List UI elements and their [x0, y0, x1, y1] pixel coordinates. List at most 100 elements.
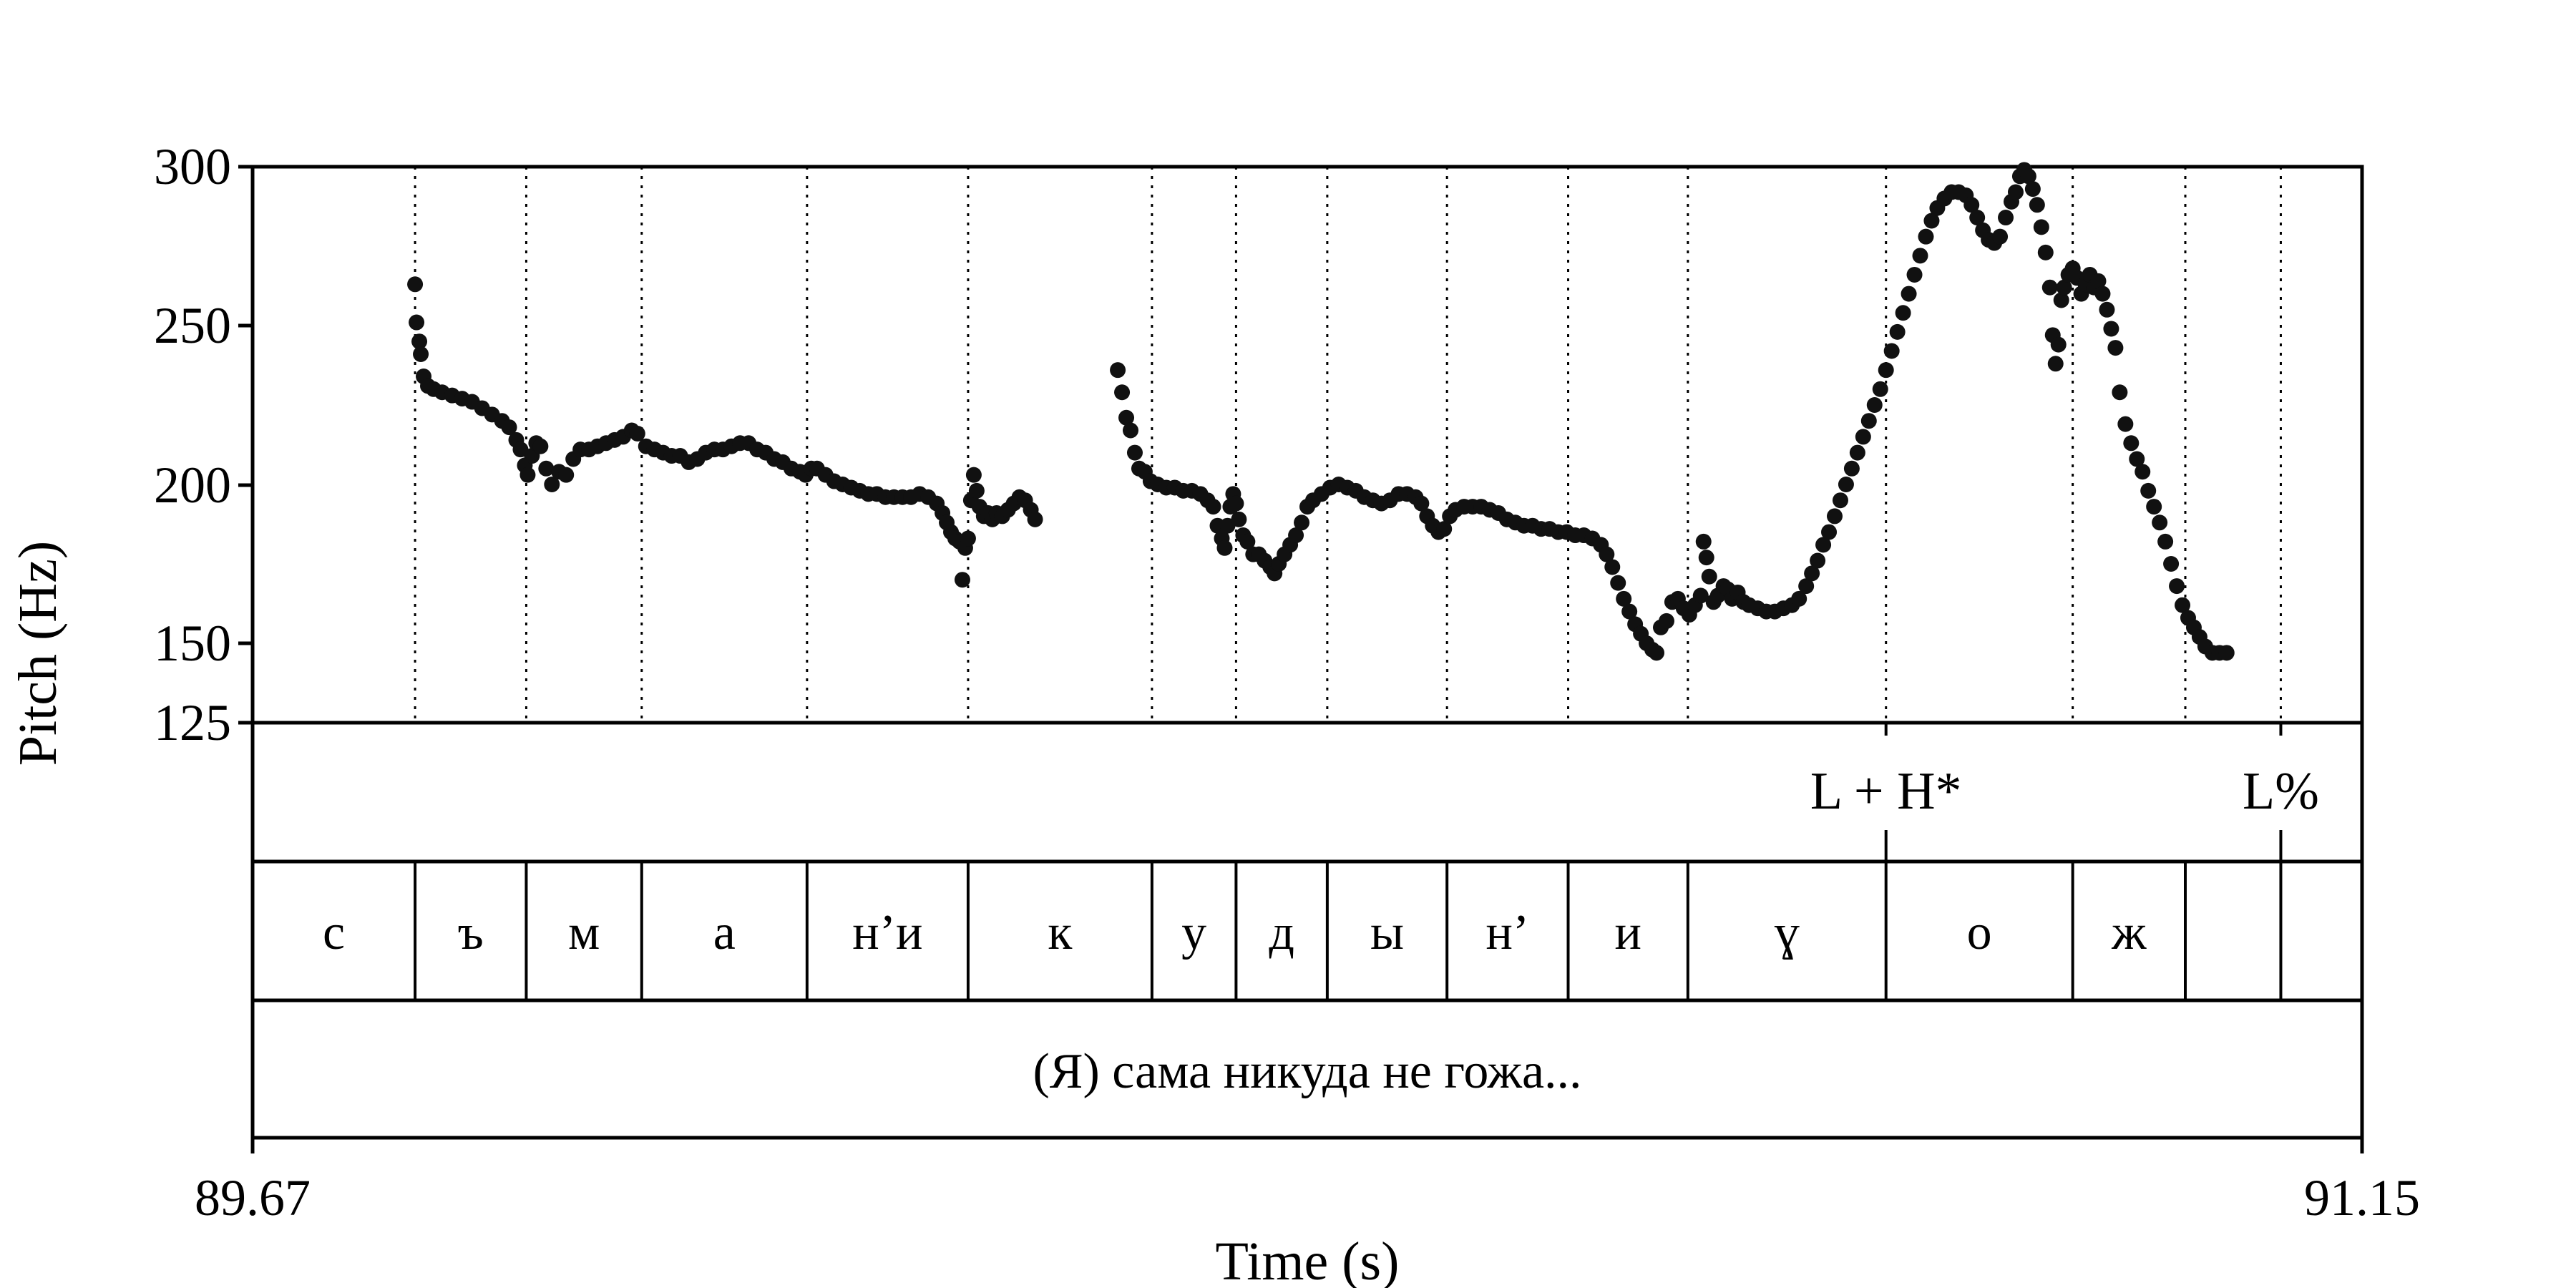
pitch-point — [1804, 565, 1820, 582]
pitch-point — [1992, 228, 2009, 245]
pitch-point — [1126, 444, 1143, 461]
pitch-point — [1231, 511, 1247, 527]
pitch-point — [2218, 645, 2235, 661]
pitch-point — [2117, 416, 2134, 432]
pitch-point — [629, 425, 645, 441]
pitch-point — [1610, 575, 1626, 591]
pitch-point — [1791, 590, 1807, 607]
pitch-point — [2041, 279, 2058, 296]
y-tick-label-250: 250 — [154, 297, 231, 354]
pitch-point — [1205, 499, 1221, 515]
pitch-point — [2024, 181, 2041, 197]
segment-label: с — [323, 905, 345, 960]
outer-border — [250, 165, 2364, 1140]
pitch-point — [1998, 210, 2014, 226]
sentence-label: (Я) сама никуда не гожа... — [1033, 1044, 1581, 1099]
pitch-point — [1969, 210, 1986, 226]
pitch-point — [1810, 552, 1826, 569]
segment-label: о — [1967, 905, 1992, 960]
pitch-point — [2037, 244, 2054, 260]
pitch-point — [1621, 603, 1638, 620]
pitch-point — [2112, 384, 2128, 401]
segment-label: ж — [2111, 905, 2147, 960]
pitch-point — [558, 467, 575, 483]
pitch-point — [1815, 537, 1832, 553]
pitch-point — [1695, 533, 1712, 550]
pitch-point — [2020, 168, 2036, 185]
pitch-point — [1692, 587, 1709, 604]
y-ticks — [238, 165, 253, 725]
segment-boundaries — [414, 167, 2282, 723]
segment-label: н’ — [1485, 905, 1529, 960]
pitch-point — [1860, 413, 1877, 429]
pitch-point — [1878, 362, 1894, 379]
y-tick-label-300: 300 — [154, 138, 231, 195]
segment-label: ъ — [458, 905, 484, 960]
pitch-point — [960, 530, 976, 547]
pitch-point — [1872, 381, 1888, 397]
pitch-point — [1701, 568, 1717, 585]
pitch-point — [2056, 279, 2072, 296]
pitch-point — [1849, 444, 1865, 461]
pitch-point — [413, 346, 429, 362]
pitch-point — [1123, 422, 1139, 439]
pitch-point — [409, 314, 425, 331]
segment-label: ы — [1370, 905, 1404, 960]
pitch-point — [1599, 546, 1615, 562]
pitch-point — [1827, 508, 1843, 525]
segment-label: к — [1048, 905, 1073, 960]
pitch-point — [2050, 336, 2067, 353]
pitch-point — [2099, 301, 2115, 318]
pitch-point — [1866, 397, 1883, 413]
pitch-point — [1436, 521, 1453, 537]
x-axis-label: Time (s) — [1216, 1231, 1400, 1288]
chart-frame — [250, 165, 2364, 1140]
pitch-point — [538, 460, 555, 477]
segment-label: у — [1181, 905, 1206, 960]
pitch-point — [1838, 477, 1854, 492]
pitch-point — [1288, 527, 1304, 544]
pitch-point — [2169, 578, 2185, 595]
pitch-point — [2163, 556, 2180, 572]
pitch-point — [2129, 451, 2145, 467]
pitch-point — [1616, 590, 1632, 607]
pitch-point — [1821, 524, 1838, 540]
pitch-point — [1114, 384, 1131, 401]
pitch-point — [2152, 514, 2168, 531]
pitch-point — [2135, 464, 2151, 480]
segment-label: ɣ — [1775, 905, 1800, 960]
segment-label: н’и — [852, 905, 922, 960]
pitch-point — [2053, 292, 2069, 308]
pitch-point — [1649, 645, 1665, 661]
pitch-point — [1855, 429, 1871, 445]
pitch-point — [1239, 533, 1256, 550]
pitch-point — [2033, 219, 2049, 235]
tone-label: L% — [2243, 762, 2319, 821]
pitch-point — [2157, 533, 2174, 550]
pitch-point — [1413, 495, 1430, 512]
y-tick-label-200: 200 — [154, 457, 231, 514]
pitch-point — [2123, 435, 2140, 452]
pitch-point — [1110, 362, 1126, 379]
pitch-points — [407, 162, 2235, 661]
pitch-point — [532, 438, 549, 454]
pitch-point — [519, 467, 536, 483]
y-tick-label-150: 150 — [154, 615, 231, 672]
segment-label: и — [1614, 905, 1641, 960]
pitch-point — [1895, 305, 1911, 321]
pitch-point — [954, 572, 970, 588]
pitch-point — [2140, 482, 2157, 499]
pitch-point — [965, 467, 982, 483]
x-tick-label-start: 89.67 — [195, 1169, 311, 1226]
segment-label: м — [568, 905, 600, 960]
y-axis-label: Pitch (Hz) — [8, 541, 68, 766]
pitch-point — [2007, 184, 2024, 200]
pitch-point — [1918, 228, 1934, 245]
pitch-point — [1901, 286, 1917, 302]
pitch-point — [968, 482, 985, 499]
pitch-point — [2107, 340, 2124, 356]
pitch-point — [1604, 559, 1621, 575]
pitch-point — [407, 276, 424, 293]
pitch-point — [1216, 540, 1233, 556]
pitch-point — [2090, 273, 2107, 289]
